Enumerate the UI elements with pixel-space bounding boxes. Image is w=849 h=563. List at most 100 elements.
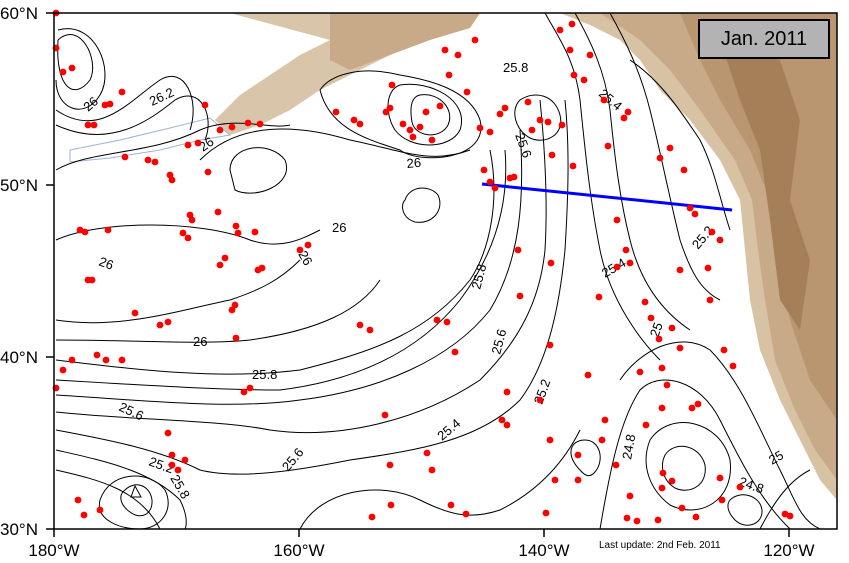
float-dot [447, 501, 455, 509]
float-dot [368, 513, 376, 521]
contour-label: 24.8 [619, 433, 638, 461]
float-dot [433, 316, 441, 324]
float-dot [536, 116, 544, 124]
contour-label: 26 [332, 220, 346, 235]
float-dot [366, 326, 374, 334]
float-dot [441, 46, 449, 54]
float-dot [536, 396, 544, 404]
map-frame [53, 12, 838, 530]
float-dot [692, 513, 700, 521]
float-dot [80, 511, 88, 519]
float-dot [68, 356, 76, 364]
float-dot [428, 136, 436, 144]
float-dot [462, 510, 470, 518]
float-dot [304, 241, 312, 249]
float-dot [258, 264, 266, 272]
float-dot [74, 496, 82, 504]
float-dot [106, 100, 114, 108]
float-dot [546, 436, 554, 444]
float-dot [580, 76, 588, 84]
float-dot [623, 514, 631, 522]
float-dot [516, 292, 524, 300]
float-dot [636, 368, 644, 376]
float-dot [570, 71, 578, 79]
float-dot [409, 133, 417, 141]
float-dot [706, 296, 714, 304]
float-dot [201, 101, 209, 109]
float-dot [547, 259, 555, 267]
float-dot [144, 156, 152, 164]
float-dot [600, 96, 608, 104]
float-dot [688, 404, 696, 412]
float-dot [356, 120, 364, 128]
float-dot [251, 228, 259, 236]
float-dot [624, 108, 632, 116]
float-dot [232, 222, 240, 230]
float-dot [386, 461, 394, 469]
float-dot [613, 216, 621, 224]
float-dot [626, 259, 634, 267]
float-dot [613, 263, 621, 271]
float-dot [168, 451, 176, 459]
last-update-note: Last update: 2nd Feb. 2011 [599, 540, 721, 551]
float-dot [104, 226, 112, 234]
date-title: Jan. 2011 [720, 27, 808, 50]
float-dot [680, 166, 688, 174]
float-dot [568, 20, 576, 28]
float-dot [656, 154, 664, 162]
float-dot [716, 236, 724, 244]
float-dot [216, 126, 224, 134]
float-dot [422, 108, 430, 116]
float-dot [566, 46, 574, 54]
float-dot [595, 293, 603, 301]
float-dot [93, 351, 101, 359]
float-dot [626, 492, 634, 500]
float-dot [569, 162, 577, 170]
lon-label: 120°W [763, 541, 814, 560]
float-dot [551, 476, 559, 484]
lat-label: 40°N [0, 348, 38, 367]
float-dot [234, 229, 242, 237]
float-dot [416, 123, 424, 131]
float-dot [406, 126, 414, 134]
float-dot [216, 261, 224, 269]
float-dot [586, 51, 594, 59]
float-dot [612, 461, 620, 469]
float-dot [387, 501, 395, 509]
float-dot [544, 118, 552, 126]
float-dot [676, 266, 684, 274]
float-dot [654, 516, 662, 524]
float-dot [496, 110, 504, 118]
float-dot [510, 173, 518, 181]
float-dot [641, 298, 649, 306]
float-dot [486, 178, 494, 186]
float-dot [678, 504, 686, 512]
float-dot [214, 208, 222, 216]
contour-label: 26 [97, 254, 116, 273]
float-dot [168, 461, 176, 469]
float-dot [668, 477, 676, 485]
float-dot [676, 344, 684, 352]
float-dot [228, 306, 236, 314]
lon-label: 160°W [273, 541, 324, 560]
lat-label: 60°N [0, 4, 38, 23]
float-dot [658, 404, 666, 412]
float-dot [244, 119, 252, 127]
float-dot [463, 88, 471, 96]
float-dot [174, 466, 182, 474]
float-dot [642, 421, 650, 429]
float-dot [356, 321, 364, 329]
float-dot [81, 228, 89, 236]
float-dot [240, 388, 248, 396]
float-dot [655, 335, 663, 343]
float-dot [584, 371, 592, 379]
float-dot [691, 210, 699, 218]
lat-label: 30°N [0, 520, 38, 539]
float-dot [164, 318, 172, 326]
float-dot [716, 474, 724, 482]
float-dot [59, 366, 67, 374]
float-dot [399, 120, 407, 128]
float-dot [486, 128, 494, 136]
float-dot [68, 64, 76, 72]
contour-label: 25.6 [488, 327, 509, 355]
